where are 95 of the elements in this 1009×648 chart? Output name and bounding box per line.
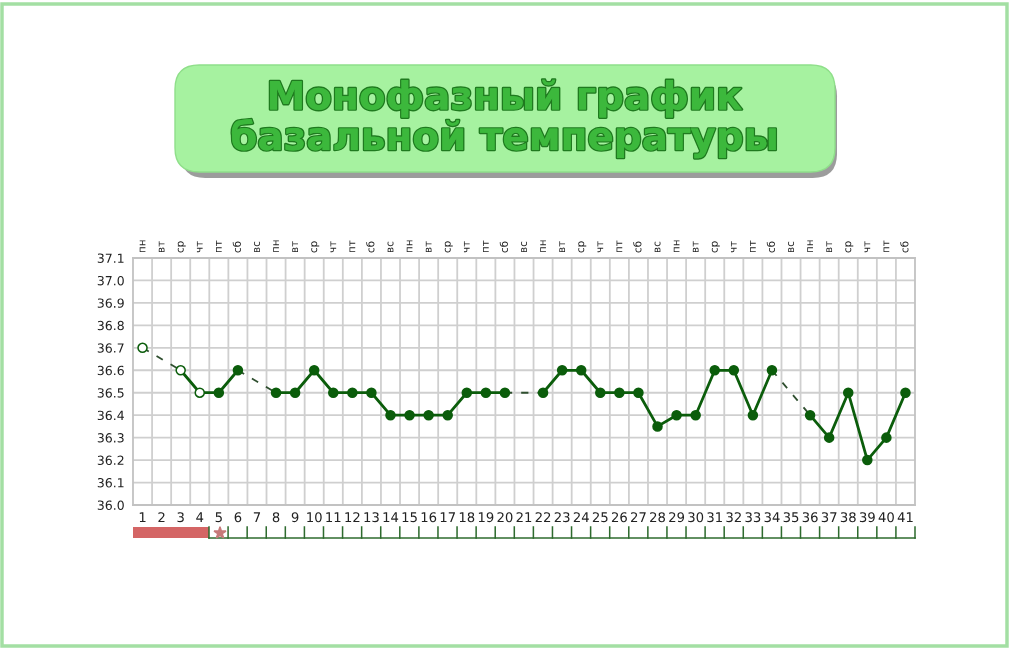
x-tick-label: 32 — [726, 512, 741, 523]
text: пт — [616, 240, 623, 253]
text: чт — [330, 241, 337, 253]
x-tick-label: 10 — [307, 512, 322, 523]
y-tick-label: 37.1 — [97, 253, 124, 263]
x-tick-label: 40 — [878, 512, 894, 523]
x-tick-label: 27 — [631, 512, 646, 522]
x-tick-label: 7 — [253, 512, 261, 522]
text: сб — [766, 241, 775, 253]
text: пт — [483, 240, 489, 253]
text: пт — [216, 240, 222, 253]
text: сб — [366, 241, 375, 253]
text: чт — [864, 241, 871, 253]
x-tick-label: 36 — [802, 512, 818, 523]
text: сб — [499, 241, 508, 253]
x-tick-label: 35 — [783, 512, 799, 523]
text: вт — [826, 241, 833, 253]
text: чт — [730, 241, 737, 253]
text: вт — [292, 241, 298, 253]
x-tick-label: 8 — [272, 512, 280, 523]
x-tick-label: 6 — [234, 512, 242, 523]
text: ср — [311, 241, 320, 253]
text: вт — [559, 241, 566, 253]
x-tick-label: 19 — [478, 512, 494, 523]
x-tick-label: 33 — [745, 512, 761, 523]
y-tick-label: 37.0 — [97, 275, 124, 286]
text: вс — [788, 241, 795, 253]
text: ср — [177, 241, 186, 253]
text: ср — [444, 241, 453, 253]
x-tick-label: 28 — [650, 512, 665, 523]
y-tick-label: 36.0 — [97, 500, 124, 510]
text: пн — [673, 240, 680, 253]
x-tick-label: 39 — [859, 512, 875, 523]
text: вс — [387, 241, 394, 253]
x-tick-label: 17 — [440, 512, 455, 522]
text: пн — [406, 240, 413, 253]
text: пт — [883, 240, 890, 253]
x-tick-label: 24 — [573, 512, 589, 522]
x-tick-label: 41 — [897, 512, 913, 522]
x-tick-label: 21 — [516, 512, 532, 522]
x-tick-label: 14 — [383, 512, 399, 522]
text: вс — [254, 241, 260, 253]
x-tick-label: 1 — [139, 512, 146, 522]
x-tick-label: 37 — [821, 512, 837, 523]
text: сб — [232, 241, 241, 253]
text: пт — [750, 240, 756, 253]
y-tick-label: 36.7 — [97, 343, 124, 353]
text: вт — [158, 241, 165, 253]
x-tick-label: 15 — [402, 512, 417, 523]
text: вс — [654, 241, 661, 253]
y-tick-label: 36.5 — [97, 388, 124, 398]
x-tick-label: 4 — [196, 512, 204, 522]
x-tick-label: 11 — [326, 512, 341, 522]
x-tick-label: 5 — [215, 512, 222, 523]
x-tick-label: 18 — [459, 512, 475, 523]
x-tick-label: 22 — [535, 512, 551, 522]
x-tick-label: 13 — [364, 512, 379, 523]
text: чт — [597, 241, 604, 253]
x-tick-label: 25 — [592, 512, 608, 523]
text: чт — [463, 241, 470, 253]
text: пн — [807, 240, 813, 253]
y-tick-label: 36.4 — [97, 410, 124, 421]
y-tick-label: 36.1 — [97, 478, 124, 488]
x-tick-label: 23 — [554, 512, 570, 523]
text: пн — [540, 240, 546, 253]
chart-title: Монофазный график базальной температуры — [231, 79, 776, 159]
text: ср — [711, 241, 720, 253]
y-tick-label: 36.9 — [97, 298, 124, 308]
x-tick-label: 9 — [291, 512, 299, 523]
x-tick-label: 29 — [669, 512, 685, 523]
text: пн — [139, 240, 146, 253]
x-tick-label: 20 — [497, 512, 513, 523]
text: вс — [521, 241, 528, 253]
x-tick-label: 12 — [345, 512, 360, 522]
y-tick-label: 36.2 — [97, 455, 124, 466]
text: ср — [845, 241, 854, 253]
y-tick-label: 36.8 — [97, 320, 124, 331]
x-tick-label: 31 — [707, 512, 722, 523]
x-tick-label: 26 — [611, 512, 627, 523]
y-tick-label: 36.3 — [97, 433, 124, 443]
x-tick-label: 30 — [688, 512, 704, 523]
text: сб — [633, 241, 642, 253]
text: чт — [196, 241, 203, 253]
text: вт — [692, 241, 699, 253]
x-tick-label: 34 — [764, 512, 780, 523]
text: пт — [349, 240, 356, 253]
x-tick-label: 38 — [840, 512, 856, 523]
text: ср — [578, 241, 587, 253]
x-tick-label: 16 — [421, 512, 437, 523]
text: вт — [425, 241, 432, 253]
x-tick-label: 3 — [177, 512, 184, 523]
x-tick-label: 2 — [158, 512, 165, 522]
y-tick-label: 36.6 — [97, 365, 124, 376]
text: пн — [273, 240, 279, 253]
text: сб — [900, 241, 909, 253]
